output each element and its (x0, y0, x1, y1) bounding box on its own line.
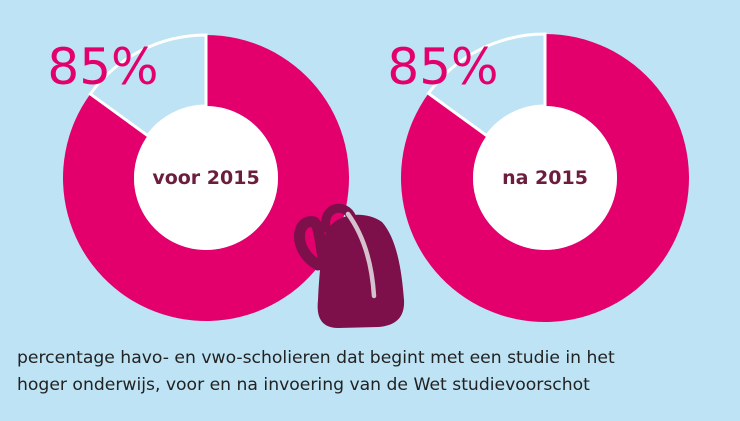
donut-chart-voor-2015: 85% voor 2015 (47, 33, 349, 321)
caption-line-2: hoger onderwijs, voor en na invoering va… (17, 375, 590, 395)
donut-0-slice-1 (88, 33, 208, 138)
caption-line-1: percentage havo- en vwo-scholieren dat b… (17, 348, 615, 368)
donut-chart-na-2015: 85% na 2015 (387, 32, 689, 322)
donut-1-slice-0 (401, 34, 689, 322)
donut-charts: 85% voor 2015 85% na 2015 (47, 32, 689, 328)
value-label-voor-2015: 85% (47, 38, 158, 96)
donut-0-hole (134, 106, 278, 250)
donut-0-slice-0 (62, 35, 349, 321)
value-label-na-2015: 85% (387, 38, 498, 96)
donut-1-hole (473, 106, 617, 250)
center-label-na-2015: na 2015 (502, 167, 588, 189)
backpack-icon (294, 203, 405, 328)
donut-1-slice-1 (426, 32, 547, 138)
center-label-voor-2015: voor 2015 (152, 167, 259, 189)
caption: percentage havo- en vwo-scholieren dat b… (17, 345, 732, 399)
